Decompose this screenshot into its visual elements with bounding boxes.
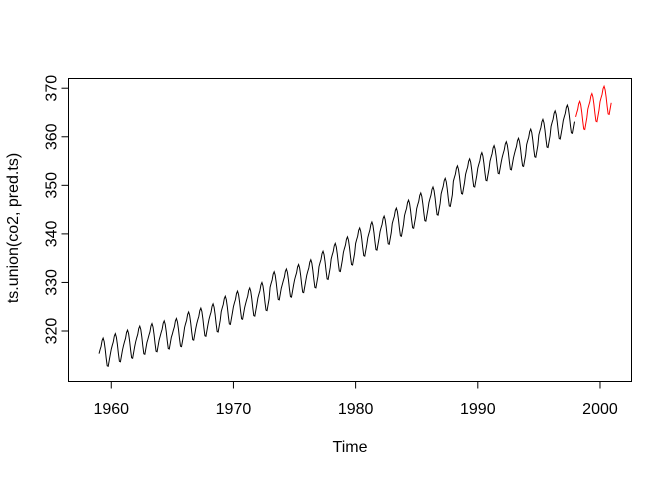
- y-axis-tick-label: 350: [44, 172, 61, 199]
- plot-box: [68, 78, 632, 382]
- x-axis-tick-label: 1990: [460, 401, 496, 418]
- x-axis-tick-label: 1960: [93, 401, 129, 418]
- x-axis-tick-label: 2000: [582, 401, 618, 418]
- series-line-co2: [98, 103, 576, 368]
- y-axis-tick-label: 370: [44, 75, 61, 102]
- x-axis-label: Time: [333, 439, 368, 456]
- y-axis-tick-label: 360: [44, 123, 61, 150]
- x-axis-tick-label: 1970: [216, 401, 252, 418]
- series-line-pred.ts: [575, 84, 612, 131]
- y-axis-tick-label: 330: [44, 269, 61, 296]
- series-lines: [98, 84, 612, 368]
- x-axis-tick-label: 1980: [338, 401, 374, 418]
- axes: 1960 1970 1980 1990 2000 320 330 340 350 360 370: [44, 75, 618, 418]
- y-axis-label: ts.union(co2, pred.ts): [5, 153, 22, 303]
- y-axis-tick-label: 340: [44, 220, 61, 247]
- y-axis-tick-label: 320: [44, 318, 61, 345]
